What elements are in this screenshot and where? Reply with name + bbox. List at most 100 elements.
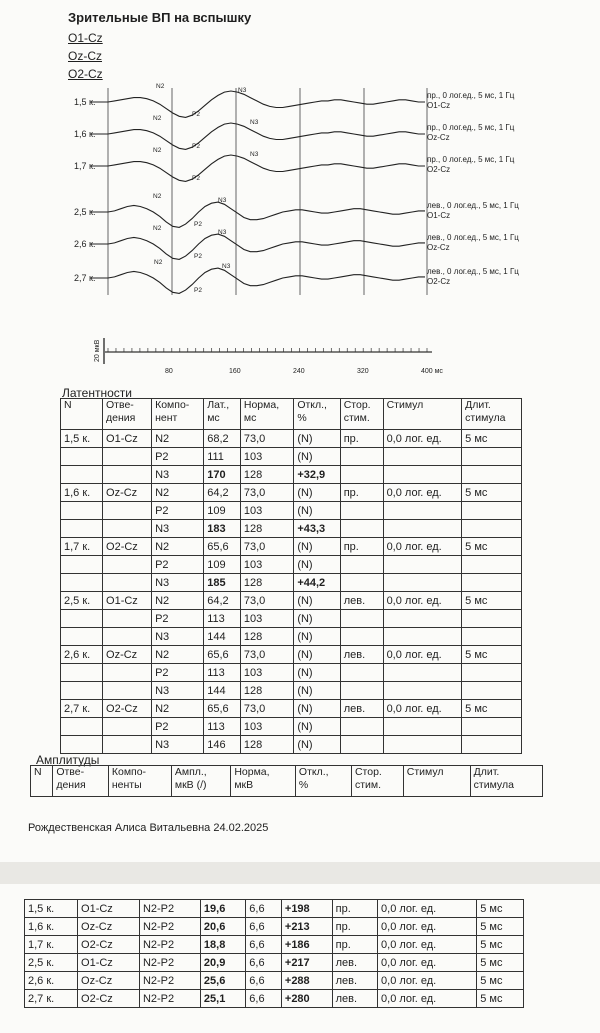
table-cell: O1-Cz <box>102 429 153 448</box>
table-cell: N3 <box>151 681 205 700</box>
table-cell: 146 <box>203 735 241 754</box>
table-cell: 0,0 лог. ед. <box>377 953 478 972</box>
table-cell <box>461 447 522 466</box>
trace-right-label: лев., 0 лог.ед., 5 мс, 1 Гц <box>427 201 519 210</box>
table-row: 2,6 к. Oz-Cz N2-P2 25,6 6,6 +288 лев. 0,0 лог. … <box>23 971 524 990</box>
table-row: 2,5 к. O1-Cz N2-P2 20,9 6,6 +217 лев. 0,0 лог. … <box>23 953 524 972</box>
table-cell: 2,5 к. <box>59 591 104 610</box>
header-cell: Длит. стимула <box>469 765 544 797</box>
table-cell: Oz-Cz <box>77 917 140 936</box>
trace-right-label: лев., 0 лог.ед., 5 мс, 1 Гц <box>427 233 519 242</box>
peak-label-n2: N2 <box>153 115 162 122</box>
table-row: 2,6 к. Oz-Cz N2 65,6 73,0 (N) лев. 0,0 лог. ед.… <box>59 645 522 664</box>
table-cell: лев. <box>339 591 384 610</box>
table-row: N3 146 128 (N) <box>59 735 522 754</box>
table-cell <box>102 501 153 520</box>
header-cell: Ампл., мкВ (/) <box>170 765 232 797</box>
header-cell: Отве-дения <box>102 398 153 430</box>
table-cell: 144 <box>203 627 241 646</box>
table-cell: 128 <box>239 627 295 646</box>
table-cell <box>382 609 463 628</box>
trace-right-lead: O2-Cz <box>427 165 450 174</box>
peak-label-n2: N2 <box>154 259 163 266</box>
table-cell: 103 <box>239 501 295 520</box>
table-cell: N2-P2 <box>138 989 201 1008</box>
table-cell: N3 <box>151 465 205 484</box>
table-cell: 5 мс <box>476 899 524 918</box>
table-cell: 103 <box>239 717 295 736</box>
header-cell: Откл.,% <box>293 398 341 430</box>
table-cell <box>461 627 522 646</box>
table-cell: 1,6 к. <box>59 483 104 502</box>
table-cell <box>339 447 384 466</box>
header-cell: Отве-дения <box>52 765 109 797</box>
table-cell <box>461 717 522 736</box>
peak-label-n2: N2 <box>153 147 162 154</box>
table-cell <box>382 555 463 574</box>
table-cell: (N) <box>293 663 341 682</box>
header-cell: Лат., мс <box>203 398 241 430</box>
table-row: 2,7 к. O2-Cz N2-P2 25,1 6,6 +280 лев. 0,0 лог. … <box>23 989 524 1008</box>
table-row: 2,5 к. O1-Cz N2 64,2 73,0 (N) лев. 0,0 лог. ед.… <box>59 591 522 610</box>
table-cell <box>339 735 384 754</box>
table-cell: N2 <box>151 699 205 718</box>
table-cell: лев. <box>339 645 384 664</box>
table-cell: 128 <box>239 519 295 538</box>
table-cell: 65,6 <box>203 645 241 664</box>
table-cell <box>59 735 104 754</box>
table-cell: 20,9 <box>199 953 247 972</box>
table-cell: 73,0 <box>239 645 295 664</box>
table-cell: 113 <box>203 609 241 628</box>
trace-line <box>90 154 425 182</box>
table-cell: (N) <box>293 483 341 502</box>
trace-right-lead: O1-Cz <box>427 211 450 220</box>
table-cell: N2-P2 <box>138 935 201 954</box>
table-cell: 103 <box>239 663 295 682</box>
table-cell: 0,0 лог. ед. <box>377 971 478 990</box>
table-cell: N2 <box>151 591 205 610</box>
table-cell: 1,5 к. <box>23 899 79 918</box>
table-cell: 1,7 к. <box>23 935 79 954</box>
table-cell: 20,6 <box>199 917 247 936</box>
table-cell: 5 мс <box>476 935 524 954</box>
table-cell: 0,0 лог. ед. <box>382 591 463 610</box>
table-cell: 73,0 <box>239 537 295 556</box>
table-cell: пр. <box>331 917 379 936</box>
header-cell: Стор. стим. <box>350 765 404 797</box>
table-cell: +43,3 <box>293 519 341 538</box>
table-cell <box>339 573 384 592</box>
trace-left-label: 1,5 к. <box>74 97 95 107</box>
table-cell: +198 <box>280 899 333 918</box>
table-cell: 73,0 <box>239 591 295 610</box>
table-cell <box>59 501 104 520</box>
table-cell: 128 <box>239 735 295 754</box>
table-cell <box>102 627 153 646</box>
table-cell: 5 мс <box>461 537 522 556</box>
table-cell: O2-Cz <box>102 699 153 718</box>
header-cell: N <box>59 398 104 430</box>
table-cell <box>461 609 522 628</box>
table-cell: (N) <box>293 645 341 664</box>
table-cell <box>102 447 153 466</box>
table-cell: пр. <box>339 537 384 556</box>
lead-oz: Oz-Cz <box>68 49 102 63</box>
table-cell: 5 мс <box>476 989 524 1008</box>
table-cell <box>382 573 463 592</box>
table-cell: N3 <box>151 519 205 538</box>
table-cell: 64,2 <box>203 591 241 610</box>
table-cell: пр. <box>339 483 384 502</box>
axis-tick-label: 320 <box>357 368 369 375</box>
header-cell: Стимул <box>402 765 471 797</box>
table-cell: O1-Cz <box>77 953 140 972</box>
table-cell <box>59 663 104 682</box>
table-cell <box>382 627 463 646</box>
peak-label-p2: P2 <box>194 221 202 228</box>
latency-section-title: Латентности <box>62 386 132 400</box>
table-cell <box>382 447 463 466</box>
table-cell: (N) <box>293 717 341 736</box>
peak-label-n3: N3 <box>250 119 259 126</box>
table-cell: 0,0 лог. ед. <box>382 483 463 502</box>
table-cell: 0,0 лог. ед. <box>377 899 478 918</box>
trace-left-label: 2,5 к. <box>74 207 95 217</box>
amplitude-table-header: N Отве-дения Компо-ненты Ампл., мкВ (/) Норма… <box>29 765 544 797</box>
